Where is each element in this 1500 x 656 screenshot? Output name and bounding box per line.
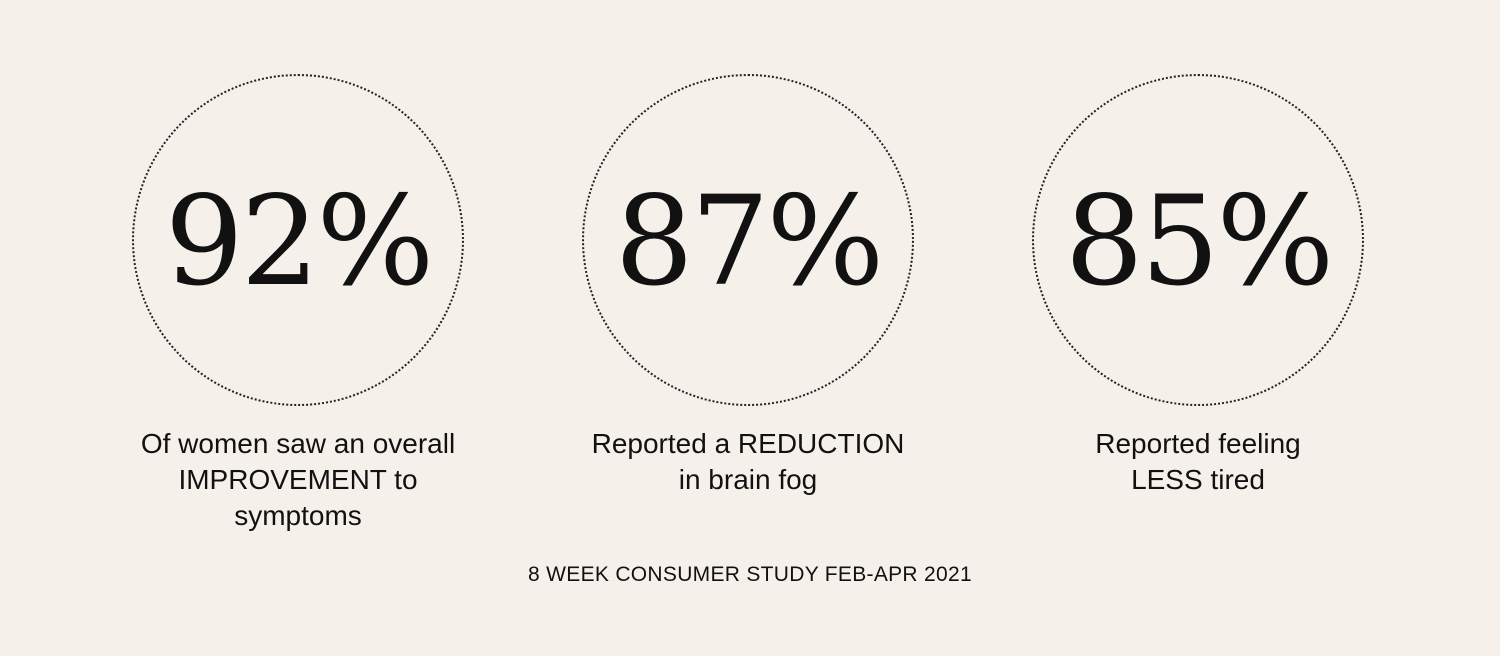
stat-block-2: 87% Reported a REDUCTION in brain fog (568, 74, 928, 498)
stat-caption-2: Reported a REDUCTION in brain fog (568, 426, 928, 498)
stat-value-3: 85% (1064, 170, 1335, 314)
stat-caption-1-line-1: Of women saw an overall (140, 428, 456, 459)
stat-caption-1-line-2: IMPROVEMENT to (178, 464, 418, 495)
stat-value-2: 87% (614, 170, 885, 314)
stat-block-3: 85% Reported feeling LESS tired (1018, 74, 1378, 498)
study-footnote: 8 WEEK CONSUMER STUDY FEB-APR 2021 (528, 563, 972, 586)
stat-caption-1-line-3: symptoms (234, 500, 362, 531)
stat-circle-3: 85% (1032, 74, 1364, 406)
stat-block-1: 92% Of women saw an overall IMPROVEMENT … (118, 74, 478, 534)
stat-value-1: 92% (164, 170, 435, 314)
stat-circle-2: 87% (582, 74, 914, 406)
stat-caption-2-line-1: Reported a REDUCTION (591, 428, 905, 459)
stat-caption-3: Reported feeling LESS tired (1018, 426, 1378, 498)
stat-caption-2-line-2: in brain fog (678, 464, 818, 495)
stat-caption-3-line-1: Reported feeling (1095, 428, 1301, 459)
stat-circle-1: 92% (132, 74, 464, 406)
stat-caption-1: Of women saw an overall IMPROVEMENT to s… (118, 426, 478, 534)
stat-caption-3-line-2: LESS tired (1131, 464, 1265, 495)
